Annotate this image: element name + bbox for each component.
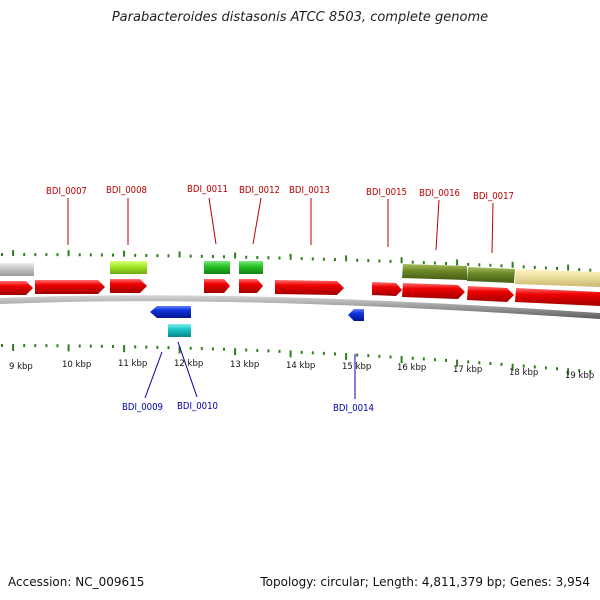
- forward-gene-arrow: [0, 281, 33, 295]
- forward-gene-arrow: [239, 279, 263, 293]
- forward-genes: [0, 279, 600, 306]
- genome-summary-text: Topology: circular; Length: 4,811,379 bp…: [260, 575, 590, 589]
- forward-gene-arrow: [110, 279, 147, 293]
- kbp-label: 16 kbp: [397, 363, 426, 373]
- forward-gene-arrow: [372, 282, 402, 296]
- gene-label[interactable]: BDI_0010: [177, 401, 218, 412]
- gene-label[interactable]: BDI_0014: [333, 403, 374, 414]
- gene-label[interactable]: BDI_0011: [187, 184, 228, 195]
- reverse-gene-arrow: [150, 306, 191, 318]
- kbp-label: 19 kbp: [565, 371, 594, 381]
- forward-gene-arrow: [467, 286, 514, 302]
- gene-label[interactable]: BDI_0016: [419, 188, 460, 199]
- gene-label[interactable]: BDI_0013: [289, 185, 330, 196]
- forward-gene-arrow: [275, 280, 344, 295]
- gene-labels-bottom: BDI_0009 BDI_0010 BDI_0014: [122, 341, 374, 414]
- genome-backbone: [0, 295, 600, 319]
- kbp-label: 14 kbp: [286, 361, 315, 371]
- kbp-label: 9 kbp: [9, 362, 33, 372]
- forward-gene-arrow: [402, 283, 465, 299]
- category-box: [515, 269, 600, 287]
- tick-row-top: [1, 250, 592, 272]
- forward-gene-arrow: [204, 279, 230, 293]
- label-leader-line: [177, 341, 198, 398]
- category-box: [110, 261, 147, 274]
- kbp-label: 17 kbp: [453, 365, 482, 375]
- accession-text: Accession: NC_009615: [8, 575, 145, 589]
- tick-row-bottom: [1, 344, 592, 376]
- gene-label[interactable]: BDI_0015: [366, 187, 407, 198]
- forward-gene-arrow: [515, 288, 600, 306]
- gene-labels-top: BDI_0007 BDI_0008 BDI_0011 BDI_0012 BDI_…: [46, 184, 514, 254]
- reverse-gene-arrow: [348, 309, 364, 321]
- label-leader-line: [144, 351, 163, 399]
- label-leader-line: [252, 197, 262, 245]
- category-box: [168, 324, 191, 337]
- gene-label[interactable]: BDI_0009: [122, 402, 163, 413]
- map-title: Parabacteroides distasonis ATCC 8503, co…: [111, 10, 489, 25]
- forward-gene-arrow: [35, 280, 105, 294]
- label-leader-line: [435, 199, 440, 251]
- gene-label[interactable]: BDI_0007: [46, 186, 87, 197]
- category-box: [239, 261, 263, 274]
- gene-label[interactable]: BDI_0008: [106, 185, 147, 196]
- kbp-label: 18 kbp: [509, 368, 538, 378]
- category-box: [204, 261, 230, 274]
- kbp-label: 15 kbp: [342, 362, 371, 372]
- kbp-label: 13 kbp: [230, 360, 259, 370]
- label-leader-line: [208, 197, 217, 245]
- reverse-genes: [150, 306, 364, 337]
- category-box: [467, 267, 515, 283]
- category-box: [402, 264, 467, 280]
- category-box: [0, 263, 34, 276]
- kbp-label: 10 kbp: [62, 360, 91, 370]
- kbp-label: 11 kbp: [118, 359, 147, 369]
- kbp-scale: 9 kbp 10 kbp 11 kbp 12 kbp 13 kbp 14 kbp…: [9, 359, 594, 381]
- gene-label[interactable]: BDI_0012: [239, 185, 280, 196]
- label-leader-line: [491, 202, 494, 254]
- kbp-label: 12 kbp: [174, 359, 203, 369]
- gene-label[interactable]: BDI_0017: [473, 191, 514, 202]
- category-row: [0, 261, 600, 287]
